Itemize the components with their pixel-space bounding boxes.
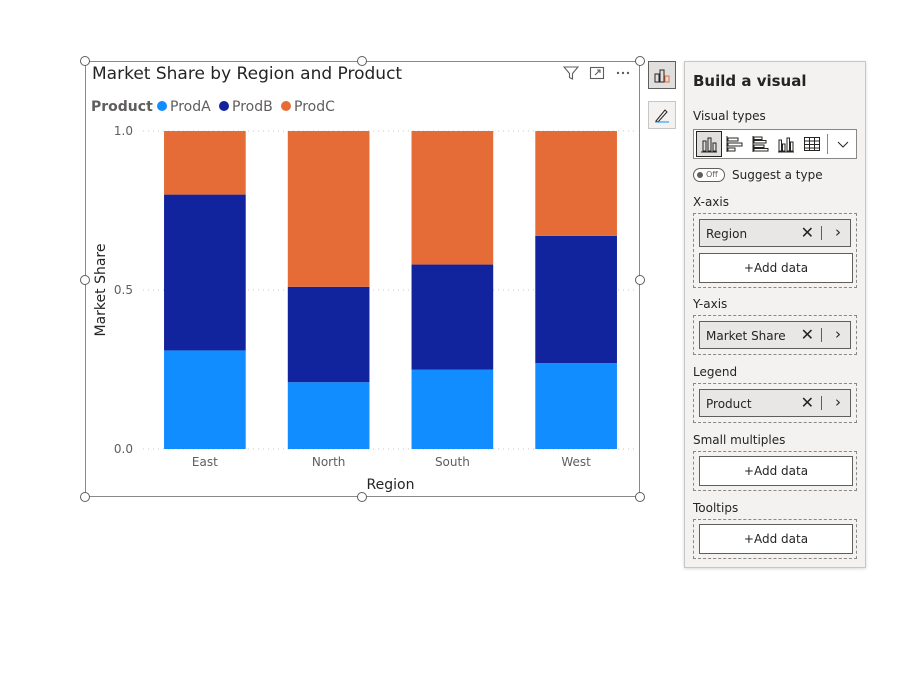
bar-north-proda [287,382,370,449]
format-visual-button[interactable] [648,101,676,129]
xaxis-field-name: Region [706,227,748,241]
expand-visual-types-icon[interactable] [830,131,856,157]
tooltips-add-data-button[interactable]: +Add data [699,524,853,554]
legend-marker-prodc [281,101,291,111]
pane-title: Build a visual [693,72,807,90]
chevron-right-icon[interactable]: › [835,223,841,241]
focus-mode-icon[interactable] [589,65,605,85]
suggest-type-toggle[interactable]: Off [693,168,725,182]
xaxis-field-pill[interactable]: Region ✕ › [699,219,851,247]
pill-divider [821,396,822,410]
chart-visual[interactable]: Market Share by Region and Product Produ… [85,61,640,497]
x-tick-label: North [312,455,346,469]
legend-marker-proda [157,101,167,111]
small-multiples-well: +Add data [693,451,857,491]
bar-north-prodc [287,131,370,287]
yaxis-well: Market Share ✕ › [693,315,857,355]
bar-east-prodc [164,131,246,195]
x-axis-title: Region [367,477,415,493]
filter-icon[interactable] [562,65,580,85]
gallery-divider [827,134,829,154]
bar-west-prodb [535,235,617,364]
stacked-bar-chart-icon[interactable] [722,131,748,157]
bar-south-prodc [411,131,494,265]
more-options-icon[interactable] [615,65,631,85]
resize-handle-tm[interactable] [357,56,367,66]
chevron-right-icon[interactable]: › [835,325,841,343]
xaxis-well: Region ✕ › +Add data [693,213,857,288]
resize-handle-ml[interactable] [80,275,90,285]
tooltips-well-label: Tooltips [693,501,739,515]
bar-west-prodc [535,131,617,236]
table-icon[interactable] [799,131,825,157]
chart-svg: Product ProdA ProdB ProdC 0.0 0.5 1.0 Market Sh… [91,99,638,493]
build-visual-pane: Build a visual Visual types Off Suggest … [684,61,866,568]
tooltips-well: +Add data [693,519,857,559]
legend-label-prodc: ProdC [294,99,335,115]
legend-well-label: Legend [693,365,738,379]
y-axis-title: Market Share [93,244,109,337]
bar-east-prodb [164,194,246,351]
legend-field-pill[interactable]: Product ✕ › [699,389,851,417]
remove-field-icon[interactable]: ✕ [800,223,814,242]
y-tick-label: 1.0 [114,124,133,138]
toggle-state-label: Off [706,170,718,179]
y-tick-label: 0.0 [114,442,133,456]
xaxis-well-label: X-axis [693,195,729,209]
legend-label-prodb: ProdB [232,99,273,115]
yaxis-field-name: Market Share [706,329,786,343]
remove-field-icon[interactable]: ✕ [800,325,814,344]
small-multiples-add-data-button[interactable]: +Add data [699,456,853,486]
pill-divider [821,328,822,342]
visual-types-label: Visual types [693,109,766,123]
legend-field-name: Product [706,397,752,411]
x-tick-label: South [435,455,470,469]
xaxis-add-data-button[interactable]: +Add data [699,253,853,283]
bar-east-proda [164,350,246,449]
visual-types-gallery [693,129,857,159]
build-visual-icon [654,69,670,83]
resize-handle-tr[interactable] [635,56,645,66]
toggle-knob [697,172,703,178]
y-tick-label: 0.5 [114,283,133,297]
resize-handle-bl[interactable] [80,492,90,502]
yaxis-well-label: Y-axis [693,297,728,311]
resize-handle-br[interactable] [635,492,645,502]
x-tick-label: East [192,455,218,469]
visual-header-icons [562,65,631,85]
bar-south-prodb [411,264,494,370]
legend-label-proda: ProdA [170,99,211,115]
chart-title: Market Share by Region and Product [92,64,403,84]
small-multiples-well-label: Small multiples [693,433,786,447]
format-visual-icon [655,109,669,123]
bar-north-prodb [287,286,370,383]
x-tick-label: West [561,455,591,469]
chevron-right-icon[interactable]: › [835,393,841,411]
remove-field-icon[interactable]: ✕ [800,393,814,412]
legend-marker-prodb [219,101,229,111]
legend-well: Product ✕ › [693,383,857,423]
bar-west-proda [535,363,617,449]
pill-divider [821,226,822,240]
clustered-bar-chart-icon[interactable] [748,131,774,157]
legend-title: Product [91,99,153,115]
resize-handle-mr[interactable] [635,275,645,285]
resize-handle-tl[interactable] [80,56,90,66]
clustered-column-chart-icon[interactable] [774,131,800,157]
yaxis-field-pill[interactable]: Market Share ✕ › [699,321,851,349]
suggest-type-label: Suggest a type [732,168,823,182]
bar-south-proda [411,369,494,449]
stacked-column-chart-icon[interactable] [696,131,722,157]
resize-handle-bm[interactable] [357,492,367,502]
build-visual-button[interactable] [648,61,676,89]
